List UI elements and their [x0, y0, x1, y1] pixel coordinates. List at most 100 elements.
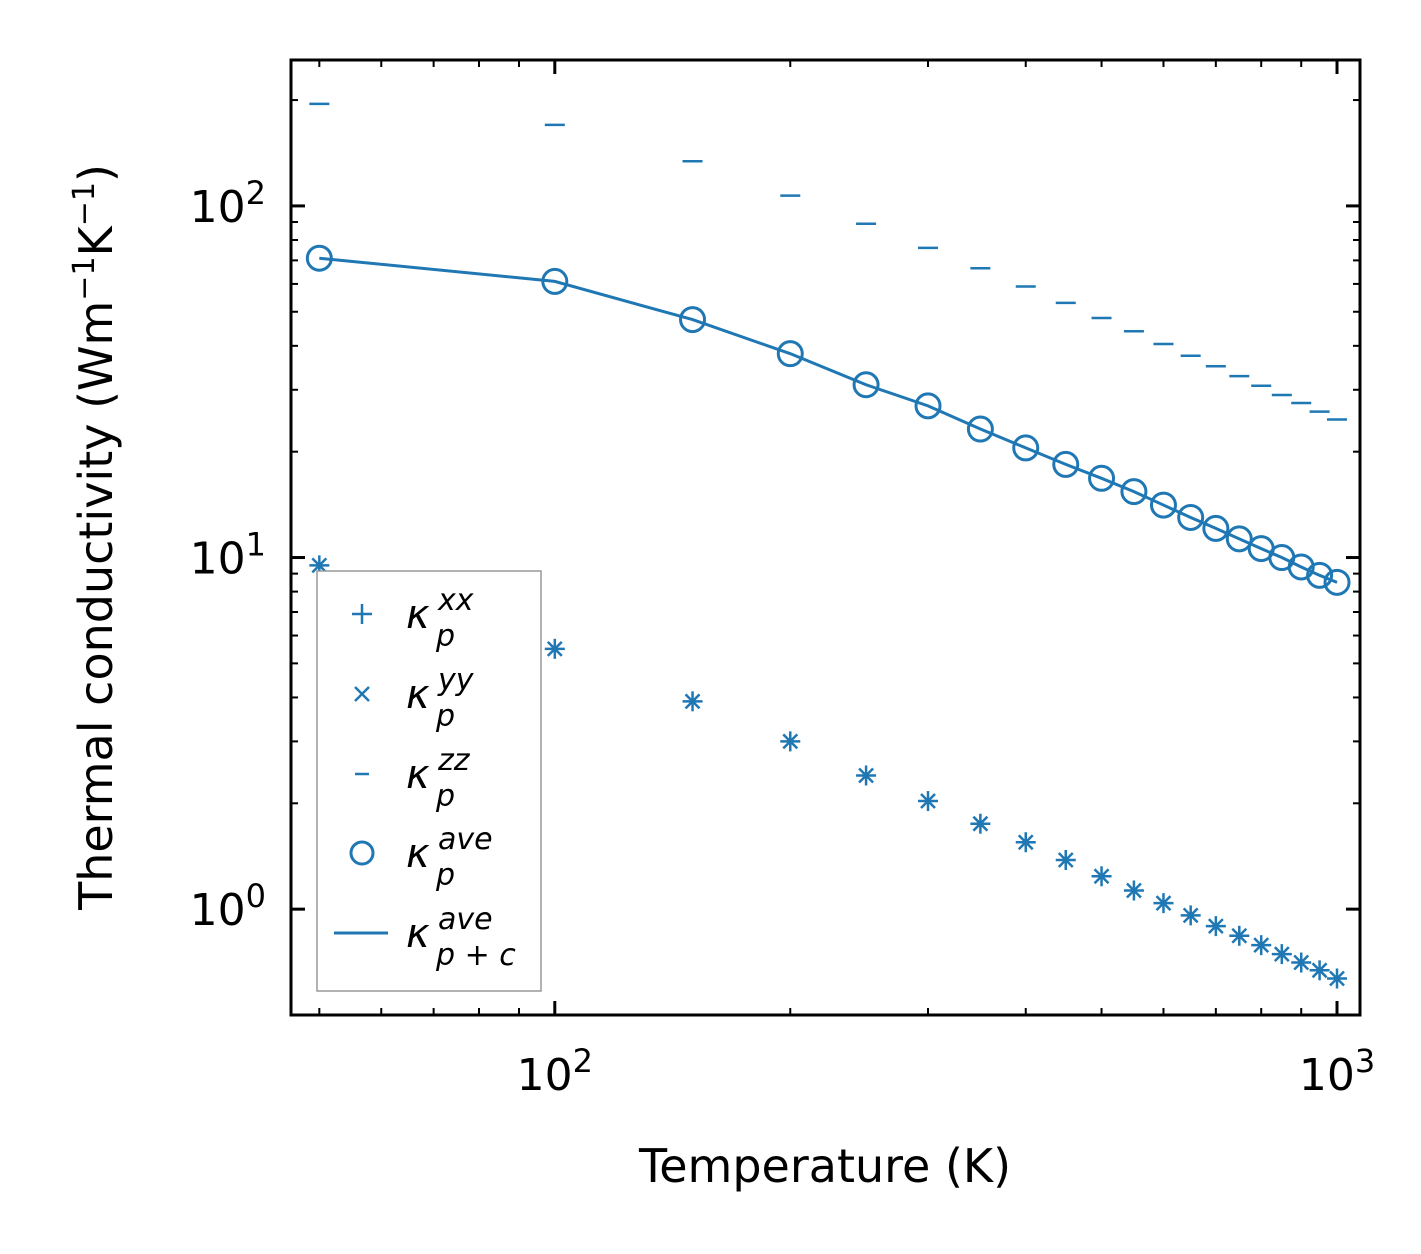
circle-marker: [776, 340, 804, 368]
x-marker: [782, 733, 799, 750]
series-kappa_p+c_ave: [319, 256, 1338, 584]
x-marker-d2: [782, 733, 799, 750]
x-marker: [1155, 895, 1172, 912]
y-axis-title-main: Thermal conductivity (Wm: [69, 301, 123, 911]
y-tick-label: 101: [190, 526, 266, 585]
x-marker: [920, 793, 936, 809]
x-marker-d2: [1231, 927, 1248, 944]
y-axis-title-k: K: [69, 224, 123, 256]
x-marker-d2: [1273, 946, 1290, 962]
circle-marker: [966, 415, 994, 443]
x-marker: [1207, 918, 1224, 934]
legend-kappa: κ: [406, 911, 430, 957]
circle-marker: [1177, 503, 1205, 531]
x-marker: [1329, 970, 1345, 987]
x-marker: [1126, 882, 1142, 899]
x-marker: [1253, 937, 1270, 954]
x-marker-d2: [1253, 937, 1270, 954]
circle-marker: [1088, 464, 1116, 492]
legend-x-marker-d2: [354, 686, 370, 702]
x-marker: [1093, 868, 1110, 885]
legend-kappa: κ: [406, 672, 430, 718]
plot-frame: [289, 58, 1362, 1017]
legend-superscript: yy: [437, 663, 475, 698]
legend-superscript: xx: [437, 583, 474, 618]
circle-marker: [1052, 450, 1080, 478]
circle-marker: [1120, 478, 1148, 506]
x-marker: [1057, 852, 1074, 868]
legend-kappa: κ: [406, 752, 430, 798]
x-marker-d2: [1293, 954, 1310, 971]
x-marker-d2: [1017, 834, 1034, 851]
x-marker-d2: [920, 793, 936, 809]
legend-x-marker: [354, 686, 370, 702]
x-marker: [858, 767, 874, 784]
y-tick-label: 100: [190, 877, 266, 936]
x-marker: [311, 557, 328, 574]
legend-subscript: p: [435, 619, 455, 654]
legend-entry: κ yyp: [354, 663, 475, 734]
x-marker: [684, 693, 701, 710]
legend-superscript: ave: [438, 902, 493, 937]
legend-circle-marker: [349, 840, 375, 866]
y-tick-label: 102: [190, 174, 266, 233]
x-marker: [1273, 946, 1290, 962]
circle-marker: [1202, 514, 1230, 542]
circle-marker: [852, 371, 880, 399]
x-tick-label: 103: [1299, 1042, 1375, 1101]
legend-subscript: p + c: [435, 938, 516, 973]
x-marker-d2: [684, 693, 701, 710]
y-axis-title: Thermal conductivity (Wm−1K−1): [67, 164, 123, 911]
x-marker: [1293, 954, 1310, 971]
legend-superscript: zz: [437, 743, 471, 778]
x-marker-d2: [1126, 882, 1142, 899]
circle-marker: [1012, 434, 1040, 462]
circle-marker: [914, 392, 942, 420]
x-marker-d2: [1093, 868, 1110, 885]
circle-marker: [1287, 553, 1315, 581]
x-marker: [972, 815, 989, 832]
x-marker-d2: [311, 557, 328, 574]
circle-marker: [1149, 491, 1177, 519]
legend-plus-marker: [352, 604, 372, 624]
legend-kappa: κ: [406, 592, 430, 638]
x-marker-d2: [1311, 962, 1328, 979]
x-marker-d2: [1207, 918, 1224, 934]
circle-marker: [1323, 568, 1351, 596]
x-marker: [1231, 927, 1248, 944]
x-marker-d2: [1329, 970, 1345, 987]
y-axis-title-exp-2: −1: [67, 182, 102, 226]
series-line: [319, 256, 1338, 584]
x-tick-label: 102: [517, 1042, 593, 1101]
series-kappa_p_yy: [311, 557, 1345, 987]
legend-subscript: p: [435, 699, 455, 734]
circle-marker: [679, 306, 707, 334]
y-axis-title-exp-1: −1: [67, 256, 102, 300]
axis-ticks: 102 103 100 101 102: [190, 60, 1375, 1101]
legend-entry: κ xxp: [352, 583, 474, 654]
circle-marker: [1306, 561, 1334, 589]
x-marker: [1182, 907, 1199, 924]
x-axis-title: Temperature (K): [638, 1139, 1011, 1193]
x-marker-d2: [546, 640, 563, 657]
series-kappa_p_zz: [309, 102, 1348, 421]
x-marker-d2: [1057, 852, 1074, 868]
y-axis-title-close: ): [69, 164, 123, 182]
x-marker: [546, 640, 563, 657]
plot-area: [305, 102, 1351, 989]
x-marker-d2: [858, 767, 874, 784]
legend-box: [316, 570, 542, 992]
legend-subscript: p: [435, 779, 455, 814]
legend-superscript: ave: [438, 822, 493, 857]
x-marker: [1311, 962, 1328, 979]
x-marker: [1017, 834, 1034, 851]
x-marker-d2: [972, 815, 989, 832]
legend-entry: κ zzp: [355, 743, 471, 814]
legend-subscript: p: [435, 858, 455, 893]
circle-marker: [1225, 525, 1253, 553]
